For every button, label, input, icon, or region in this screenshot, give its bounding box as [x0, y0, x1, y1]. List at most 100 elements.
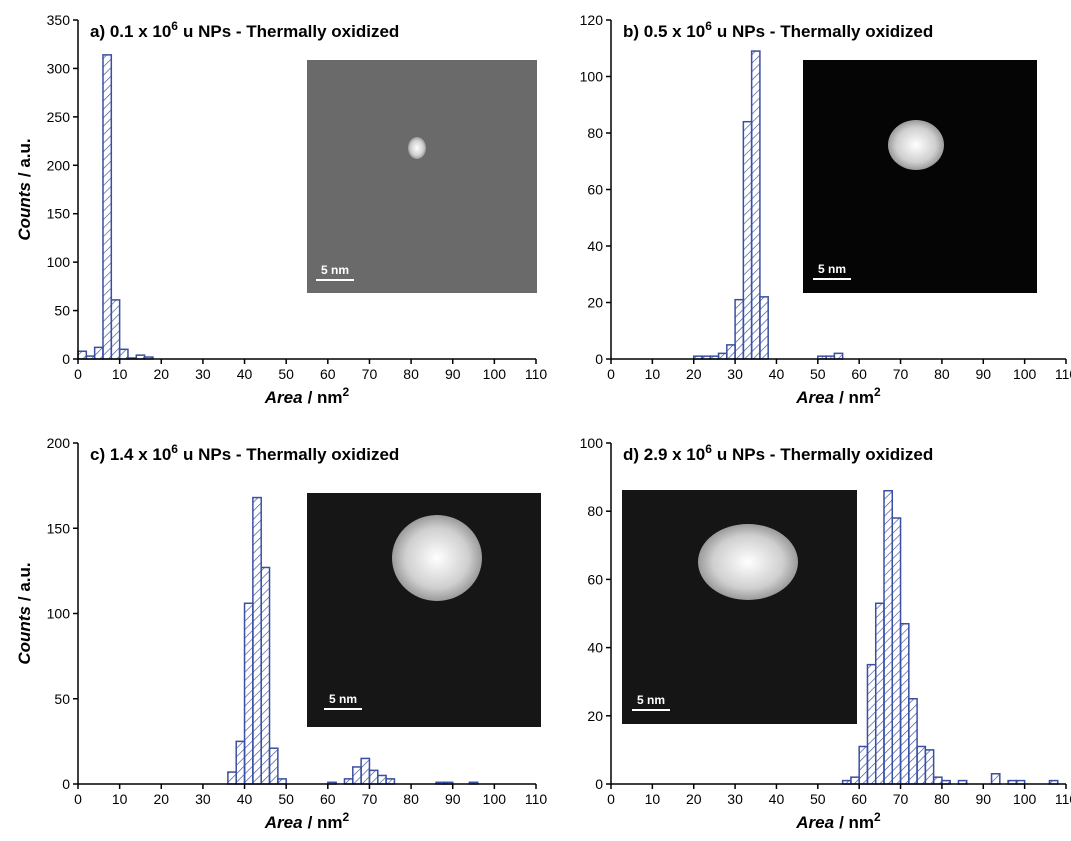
y-tick-label: 350: [47, 12, 71, 28]
x-axis-label: Area / nm2: [264, 385, 350, 407]
y-tick-label: 300: [47, 60, 71, 76]
panel: 5 nm 0 10 20 30 40 50 60 70 80 90 100 110 0 50 100 150 20…: [15, 12, 547, 407]
y-tick-label: 50: [54, 303, 70, 319]
y-tick-label: 120: [580, 12, 604, 28]
chart-title: b) 0.5 x 106 u NPs - Thermally oxidized: [623, 19, 933, 41]
bar: [726, 344, 736, 360]
x-tick-label: 80: [403, 791, 419, 807]
x-label-italic: Area: [795, 813, 834, 832]
title-text: b) 0.5 x 10: [623, 22, 705, 41]
chart-title: a) 0.1 x 106 u NPs - Thermally oxidized: [90, 19, 399, 41]
bar: [352, 766, 362, 785]
x-tick-label: 110: [525, 366, 548, 382]
y-tick-label: 100: [580, 435, 604, 451]
y-label-text: / a.u.: [15, 138, 34, 177]
y-tick-label: 60: [587, 571, 603, 587]
title-text: c) 1.4 x 10: [90, 445, 171, 464]
x-tick-label: 90: [445, 366, 461, 382]
x-tick-label: 10: [112, 366, 128, 382]
x-tick-label: 30: [727, 791, 743, 807]
x-tick-label: 110: [525, 791, 548, 807]
particle: [698, 524, 798, 600]
bar: [833, 352, 844, 360]
bar: [750, 50, 761, 360]
x-tick-label: 80: [934, 366, 950, 382]
title-sup: 6: [171, 19, 178, 33]
x-tick-label: 70: [362, 791, 378, 807]
chart-title: d) 2.9 x 106 u NPs - Thermally oxidized: [623, 442, 933, 464]
x-tick-label: 60: [851, 791, 867, 807]
panel: 5 nm 0 10 20 30 40 50 60 70 80 90 100 110 0 50 100 150 20…: [15, 435, 547, 832]
title-text: u NPs - Thermally oxidized: [183, 445, 399, 464]
x-tick-label: 40: [769, 366, 785, 382]
bar: [908, 698, 918, 785]
panel: 5 nm 0 10 20 30 40 50 60 70 80 90 100 110 0 20 40 60 80 10…: [580, 435, 1071, 832]
chart-title: c) 1.4 x 106 u NPs - Thermally oxidized: [90, 442, 399, 464]
bar: [243, 602, 254, 785]
bar: [110, 299, 121, 360]
x-tick-label: 20: [153, 791, 169, 807]
bar: [990, 773, 1001, 785]
y-tick-label: 40: [587, 640, 603, 656]
bar: [235, 740, 246, 785]
title-text: u NPs - Thermally oxidized: [717, 22, 933, 41]
x-label-sup: 2: [874, 810, 881, 824]
x-tick-label: 80: [934, 791, 950, 807]
y-label-text: / a.u.: [15, 562, 34, 601]
y-tick-label: 100: [47, 606, 71, 622]
bar: [377, 774, 387, 785]
bar: [932, 776, 943, 785]
bar: [385, 778, 396, 785]
y-tick-label: 20: [587, 295, 603, 311]
scale-bar-label: 5 nm: [637, 693, 665, 707]
y-label-italic: Counts: [15, 606, 34, 665]
title-sup: 6: [705, 442, 712, 456]
x-tick-label: 70: [893, 791, 909, 807]
bar: [368, 769, 379, 785]
bar: [734, 298, 745, 360]
y-tick-label: 40: [587, 238, 603, 254]
bar: [717, 352, 728, 360]
x-tick-label: 0: [74, 366, 82, 382]
scale-bar-label: 5 nm: [329, 692, 357, 706]
x-tick-label: 60: [320, 366, 336, 382]
x-tick-label: 50: [278, 366, 294, 382]
y-tick-label: 200: [47, 157, 71, 173]
y-tick-label: 150: [47, 520, 71, 536]
x-tick-label: 90: [975, 366, 991, 382]
bar: [924, 749, 935, 785]
title-text: d) 2.9 x 10: [623, 445, 705, 464]
bar: [883, 489, 894, 785]
title-sup: 6: [705, 19, 712, 33]
bar: [343, 778, 354, 785]
particle: [888, 120, 944, 170]
scale-bar-label: 5 nm: [321, 263, 349, 277]
x-label-sup: 2: [343, 385, 350, 399]
bar: [858, 745, 869, 785]
y-tick-label: 100: [47, 254, 71, 270]
x-tick-label: 50: [810, 366, 826, 382]
x-tick-label: 90: [445, 791, 461, 807]
x-label-text: / nm: [839, 813, 874, 832]
x-tick-label: 110: [1055, 791, 1071, 807]
y-tick-label: 50: [54, 691, 70, 707]
title-text: u NPs - Thermally oxidized: [183, 22, 399, 41]
x-label-text: / nm: [839, 388, 874, 407]
x-tick-label: 50: [278, 791, 294, 807]
particle: [392, 515, 482, 601]
x-axis-label: Area / nm2: [795, 385, 881, 407]
y-tick-label: 60: [587, 182, 603, 198]
x-axis-label: Area / nm2: [264, 810, 350, 832]
bar: [268, 747, 279, 785]
x-tick-label: 10: [645, 791, 661, 807]
bar: [227, 771, 237, 785]
x-tick-label: 110: [1055, 366, 1071, 382]
x-label-italic: Area: [264, 813, 303, 832]
bar: [866, 663, 877, 785]
particle: [408, 137, 426, 159]
x-tick-label: 30: [727, 366, 743, 382]
y-tick-label: 250: [47, 109, 71, 125]
title-text: u NPs - Thermally oxidized: [717, 445, 933, 464]
title-sup: 6: [171, 442, 178, 456]
bar: [742, 120, 753, 360]
